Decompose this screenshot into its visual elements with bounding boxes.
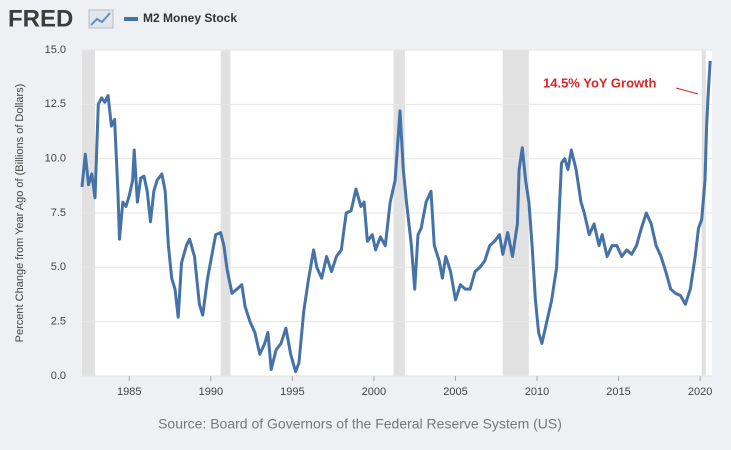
y-axis-label: Percent Change from Year Ago of (Billion…: [14, 84, 26, 343]
y-tick-label: 0.0: [51, 370, 66, 382]
y-tick-label: 5.0: [51, 261, 66, 273]
y-tick-label: 12.5: [45, 98, 66, 110]
x-tick-label: 2020: [688, 386, 712, 398]
x-tick-label: 1995: [280, 386, 304, 398]
y-tick-label: 10.0: [45, 153, 66, 165]
legend-label: M2 Money Stock: [143, 11, 237, 25]
x-tick-label: 2010: [525, 386, 549, 398]
y-tick-label: 2.5: [51, 316, 66, 328]
y-tick-label: 15.0: [45, 44, 66, 56]
y-tick-label: 7.5: [51, 207, 66, 219]
x-tick-label: 2005: [443, 386, 467, 398]
x-tick-label: 1990: [199, 386, 223, 398]
brand-logo: FRED: [8, 5, 73, 32]
x-tick-label: 1985: [117, 386, 141, 398]
x-tick-label: 2000: [362, 386, 386, 398]
x-tick-label: 2015: [606, 386, 630, 398]
annotation-pointer: [675, 87, 699, 95]
annotation: 14.5% YoY Growth: [543, 75, 656, 90]
logo-icon: [88, 9, 114, 29]
series-line: [80, 60, 712, 374]
source: Source: Board of Governors of the Federa…: [158, 416, 562, 432]
